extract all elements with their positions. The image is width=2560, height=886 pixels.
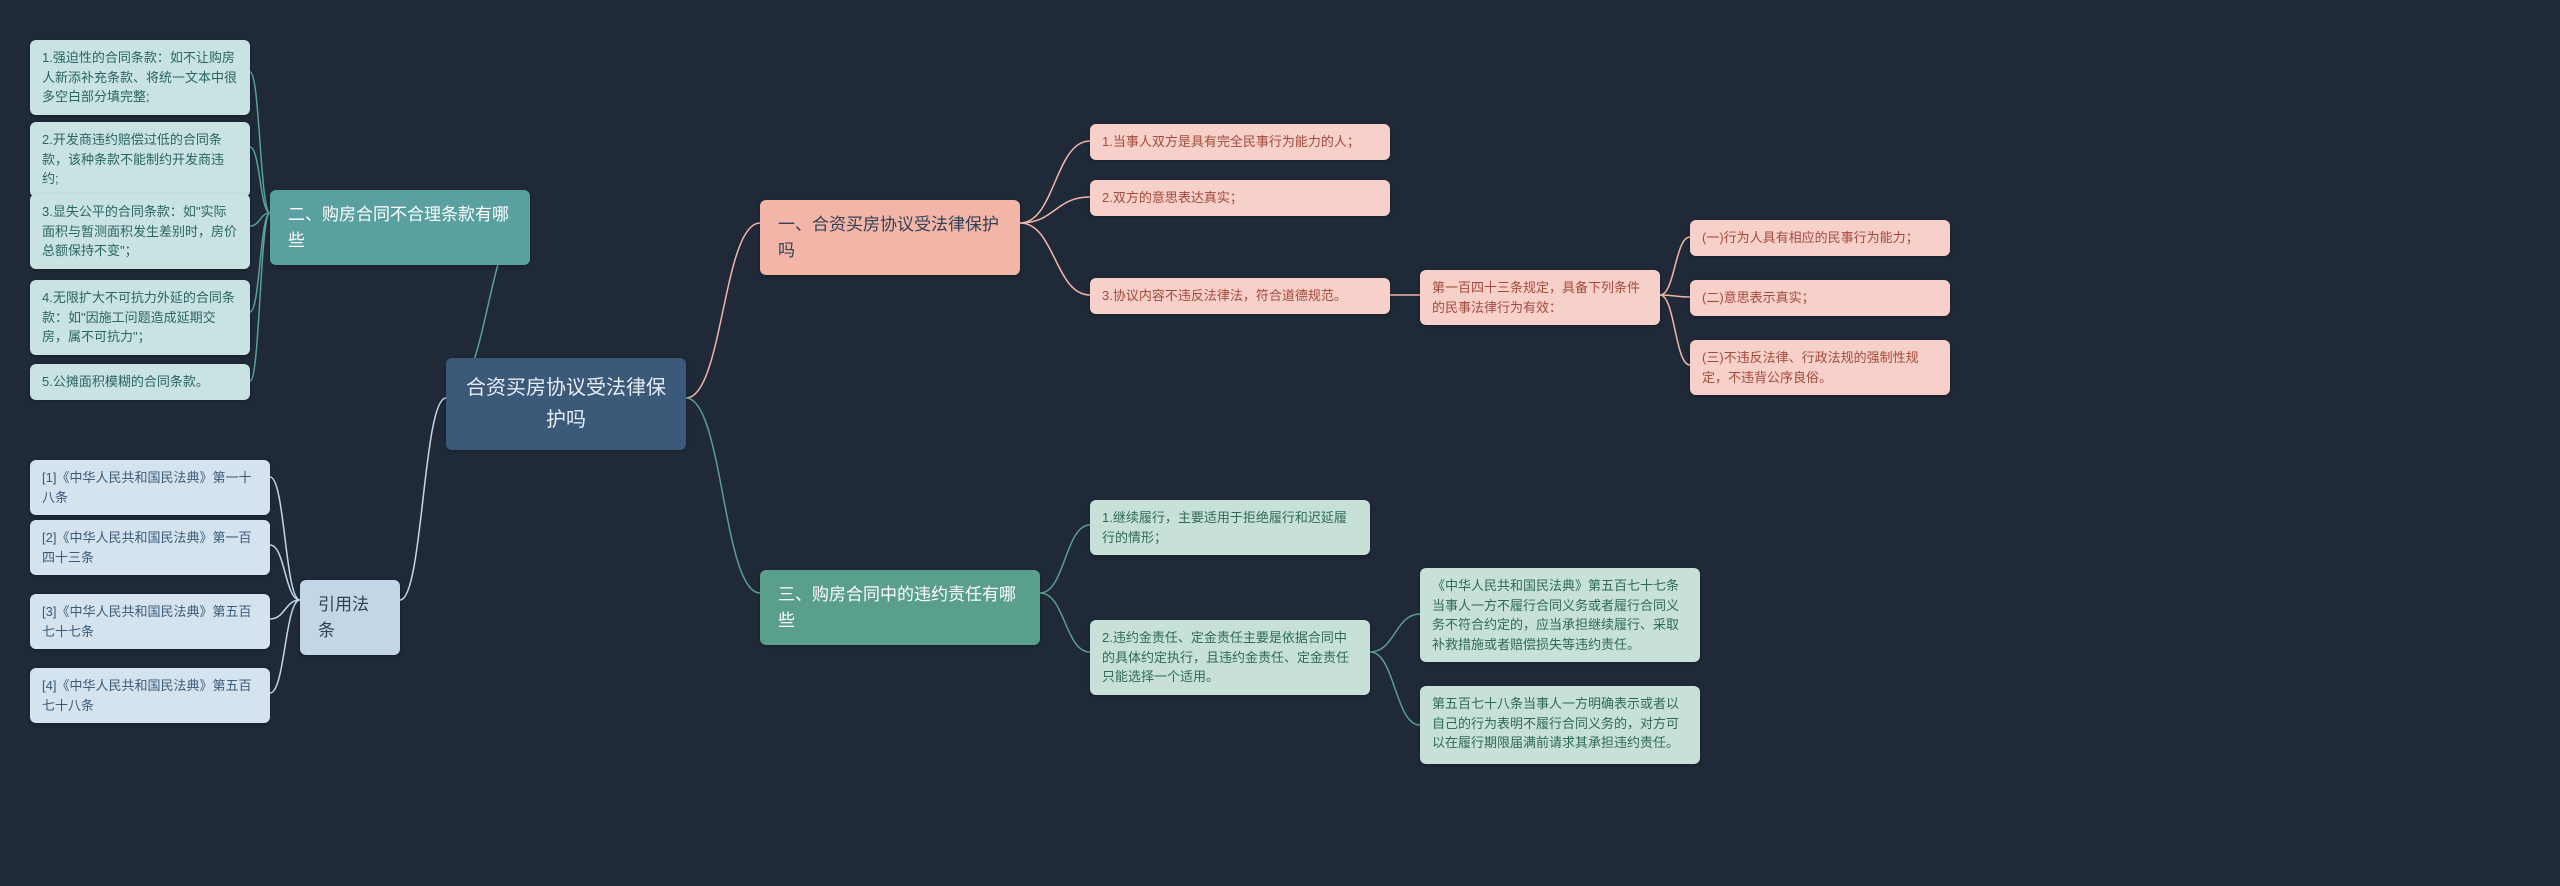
branch-node: 三、购房合同中的违约责任有哪些 bbox=[760, 570, 1040, 645]
leaf-node: 1.继续履行，主要适用于拒绝履行和迟延履行的情形； bbox=[1090, 500, 1370, 555]
branch-node: 引用法条 bbox=[300, 580, 400, 655]
leaf-node: [2]《中华人民共和国民法典》第一百四十三条 bbox=[30, 520, 270, 575]
root-node: 合资买房协议受法律保护吗 bbox=[446, 358, 686, 450]
leaf-node: 2.双方的意思表达真实； bbox=[1090, 180, 1390, 216]
leaf-node: (一)行为人具有相应的民事行为能力； bbox=[1690, 220, 1950, 256]
leaf-node: 《中华人民共和国民法典》第五百七十七条当事人一方不履行合同义务或者履行合同义务不… bbox=[1420, 568, 1700, 662]
leaf-node: 2.违约金责任、定金责任主要是依据合同中的具体约定执行，且违约金责任、定金责任只… bbox=[1090, 620, 1370, 695]
leaf-node: [1]《中华人民共和国民法典》第一十八条 bbox=[30, 460, 270, 515]
leaf-node: 第五百七十八条当事人一方明确表示或者以自己的行为表明不履行合同义务的，对方可以在… bbox=[1420, 686, 1700, 764]
leaf-node: 第一百四十三条规定，具备下列条件的民事法律行为有效： bbox=[1420, 270, 1660, 325]
leaf-node: (二)意思表示真实； bbox=[1690, 280, 1950, 316]
leaf-node: 1.当事人双方是具有完全民事行为能力的人； bbox=[1090, 124, 1390, 160]
branch-node: 一、合资买房协议受法律保护吗 bbox=[760, 200, 1020, 275]
branch-node: 二、购房合同不合理条款有哪些 bbox=[270, 190, 530, 265]
leaf-node: [4]《中华人民共和国民法典》第五百七十八条 bbox=[30, 668, 270, 723]
leaf-node: [3]《中华人民共和国民法典》第五百七十七条 bbox=[30, 594, 270, 649]
leaf-node: 4.无限扩大不可抗力外延的合同条款：如"因施工问题造成延期交房，属不可抗力"； bbox=[30, 280, 250, 355]
leaf-node: 3.显失公平的合同条款：如"实际面积与暂测面积发生差别时，房价总额保持不变"； bbox=[30, 194, 250, 269]
leaf-node: (三)不违反法律、行政法规的强制性规定，不违背公序良俗。 bbox=[1690, 340, 1950, 395]
leaf-node: 1.强迫性的合同条款：如不让购房人新添补充条款、将统一文本中很多空白部分填完整; bbox=[30, 40, 250, 115]
leaf-node: 5.公摊面积模糊的合同条款。 bbox=[30, 364, 250, 400]
leaf-node: 2.开发商违约赔偿过低的合同条款，该种条款不能制约开发商违约; bbox=[30, 122, 250, 197]
leaf-node: 3.协议内容不违反法律法，符合道德规范。 bbox=[1090, 278, 1390, 314]
